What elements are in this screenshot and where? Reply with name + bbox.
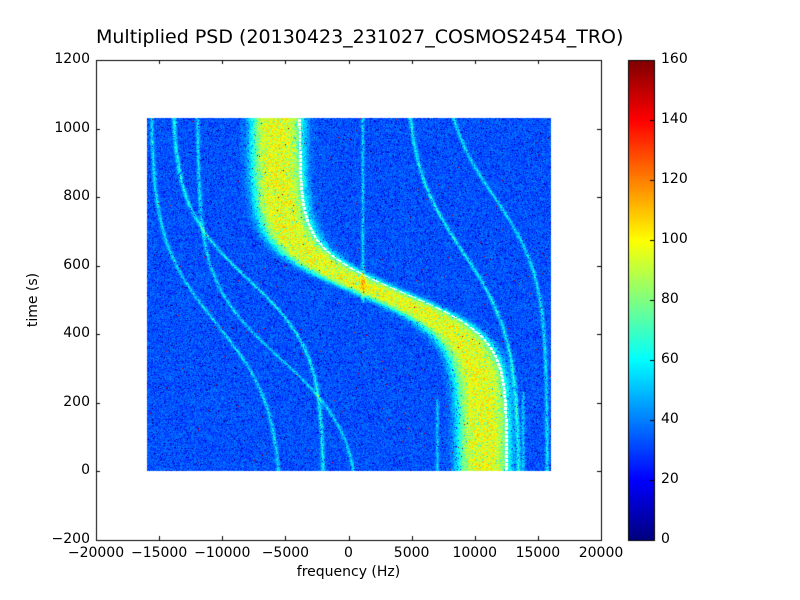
x-tick-label: 5000 (393, 545, 430, 561)
y-tick-label: 400 (63, 325, 90, 342)
y-tick-label: 800 (63, 188, 90, 205)
y-axis-label: time (s) (25, 272, 41, 328)
colorbar-tick-label: 120 (661, 171, 688, 187)
x-tick-label: 20000 (578, 545, 624, 561)
x-tick-label: 10000 (452, 545, 498, 561)
y-tick-label: 600 (63, 256, 90, 273)
x-tick-label: −5000 (261, 545, 310, 561)
x-tick-label: −20000 (67, 545, 125, 561)
colorbar-tick-label: 140 (661, 111, 688, 127)
x-tick-label: −10000 (194, 545, 251, 561)
x-tick-label: 0 (344, 545, 353, 561)
colorbar-tick-label: 80 (661, 291, 679, 307)
y-tick-label: 1200 (54, 51, 90, 67)
x-axis-label: frequency (Hz) (296, 564, 401, 580)
x-tick-label: 15000 (515, 545, 561, 561)
y-tick-label: −200 (51, 531, 90, 547)
y-tick-label: 1000 (54, 119, 90, 136)
plot-title: Multiplied PSD (20130423_231027_COSMOS24… (96, 26, 624, 48)
x-tick-label: −15000 (130, 545, 188, 561)
colorbar-tick-label: 20 (661, 471, 679, 487)
colorbar-tick-label: 40 (661, 411, 679, 427)
colorbar-tick-label: 160 (661, 51, 688, 67)
colorbar-tick-label: 60 (661, 351, 679, 367)
colorbar-tick-label: 0 (661, 531, 670, 547)
y-tick-label: 0 (81, 462, 90, 479)
colorbar-tick-label: 100 (661, 231, 688, 247)
y-tick-label: 200 (63, 393, 90, 410)
